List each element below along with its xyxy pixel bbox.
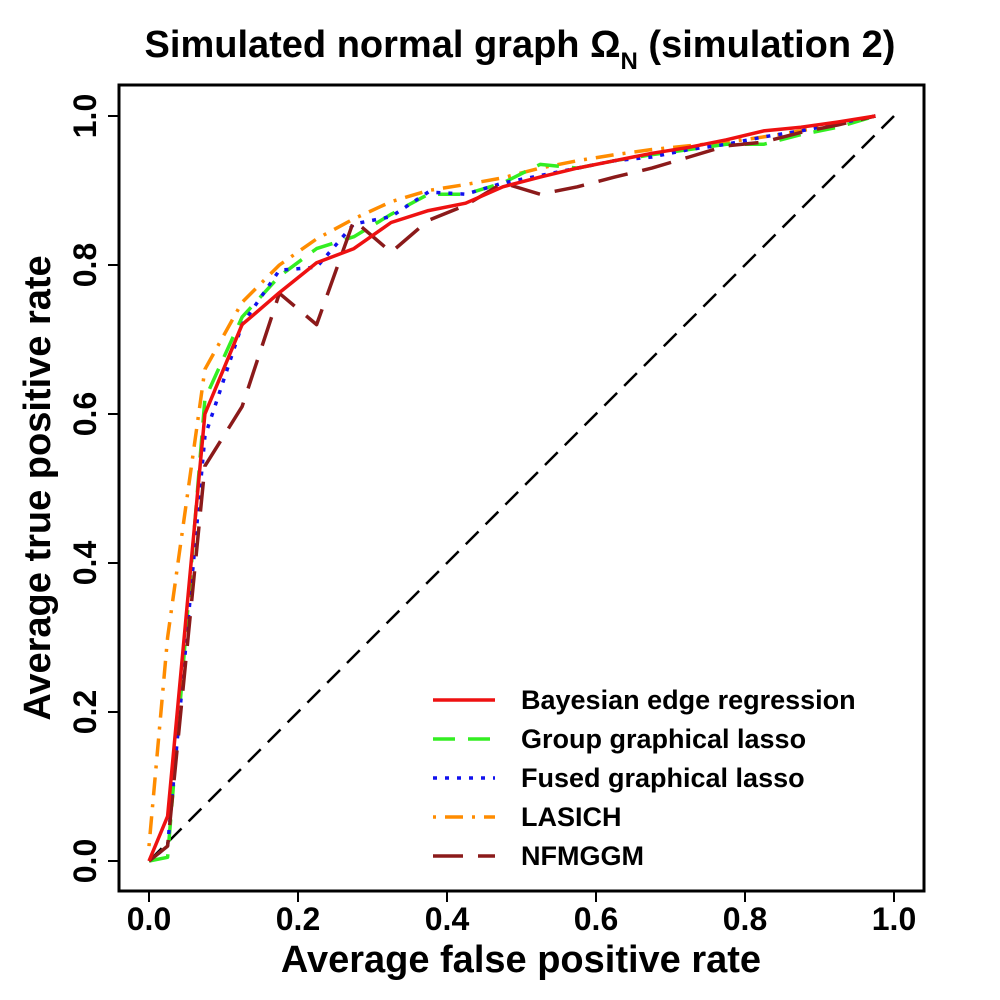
legend: Bayesian edge regression Group graphical … [433, 685, 856, 871]
y-axis-title: Average true positive rate [17, 255, 59, 720]
x-tick-label: 0.0 [127, 901, 171, 937]
x-axis-title: Average false positive rate [281, 939, 761, 981]
x-tick-label: 0.8 [723, 901, 767, 937]
chart-title: Simulated normal graph ΩN (simulation 2) [145, 24, 896, 75]
legend-label-fused-graphical-lasso: Fused graphical lasso [521, 763, 805, 793]
y-tick-label: 0.2 [67, 690, 103, 734]
y-tick-label: 1.0 [67, 94, 103, 138]
diagonal-reference-line [148, 115, 895, 862]
x-tick-label: 1.0 [872, 901, 916, 937]
y-tick-label: 0.0 [67, 839, 103, 883]
y-tick-label: 0.8 [67, 243, 103, 287]
legend-label-lasich: LASICH [521, 802, 622, 832]
y-tick-label: 0.4 [67, 541, 103, 586]
x-tick-label: 0.6 [574, 901, 618, 937]
x-tick-label: 0.2 [276, 901, 320, 937]
plot-content [147, 114, 895, 863]
y-tick-label: 0.6 [67, 392, 103, 436]
series-line-nfmggm [147, 114, 876, 863]
legend-label-group-graphical-lasso: Group graphical lasso [521, 724, 806, 754]
x-tick-label: 0.4 [425, 901, 470, 937]
legend-label-nfmggm: NFMGGM [521, 841, 644, 871]
legend-label-bayesian-edge-regression: Bayesian edge regression [521, 685, 856, 715]
series-line-bayesian-edge-regression [147, 114, 876, 862]
axis-ticks: 0.0 0.2 0.4 0.6 0.8 1.0 0.0 0.2 0.4 0.6 0.8 1.0 [67, 94, 916, 937]
series-line-lasich [147, 114, 876, 847]
plot-frame [117, 83, 926, 893]
